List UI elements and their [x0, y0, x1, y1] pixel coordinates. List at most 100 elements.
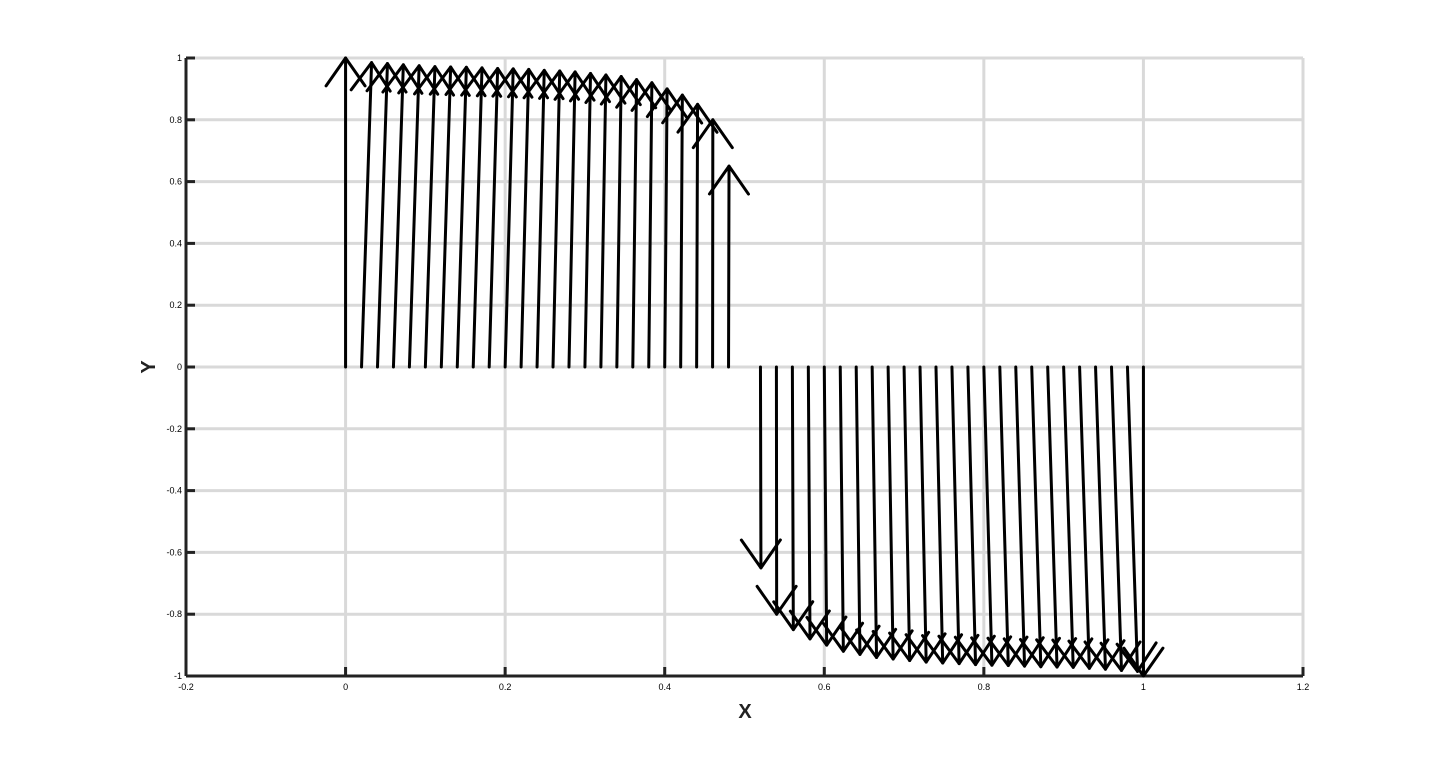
quiver-arrow [1067, 365, 1110, 670]
arrow-shaft [503, 67, 515, 369]
quiver-arrow [630, 81, 673, 369]
arrow-shaft [519, 67, 531, 369]
arrow-shaft [1094, 365, 1107, 671]
arrow-head [413, 65, 456, 97]
quiver-arrow [888, 365, 931, 663]
arrow-head [1018, 636, 1061, 669]
quiver-arrow [568, 71, 611, 369]
quiver-arrow [691, 118, 734, 369]
arrow-shaft [1110, 365, 1123, 672]
quiver-arrow [1083, 365, 1126, 671]
quiver-arrow [937, 365, 980, 666]
arrow-head [645, 87, 688, 119]
arrow-head [970, 635, 1013, 667]
arrow-shaft [1125, 365, 1140, 673]
vector-field [324, 56, 1165, 678]
arrow-head [553, 70, 596, 102]
arrow-shaft [663, 87, 669, 369]
arrow-head [755, 584, 798, 616]
quiver-arrow [553, 70, 596, 369]
arrow-shaft [695, 102, 700, 369]
arrow-head [584, 73, 627, 105]
arrow-head [324, 56, 367, 88]
y-tick-label: 0 [177, 362, 182, 372]
arrow-head [381, 63, 424, 95]
quiver-arrow [444, 65, 487, 369]
x-tick-label: 1 [1141, 682, 1146, 692]
arrow-shaft [1014, 365, 1027, 668]
arrow-shaft [567, 70, 577, 369]
y-tick-label: -1 [174, 671, 182, 681]
quiver-arrow [1122, 365, 1165, 678]
arrow-head [921, 633, 964, 665]
arrow-shaft [854, 365, 862, 656]
arrow-head [788, 609, 831, 641]
arrow-head [349, 61, 392, 93]
arrow-head [491, 67, 534, 99]
arrow-shaft [1062, 365, 1075, 669]
arrow-shaft [998, 365, 1010, 667]
arrow-head [599, 75, 642, 107]
arrow-head [522, 68, 565, 101]
arrow-shaft [838, 365, 845, 653]
arrow-shaft [455, 65, 468, 369]
arrow-head [475, 67, 518, 99]
quiver-arrow [397, 64, 440, 369]
arrow-head [1002, 636, 1045, 668]
quiver-arrow [365, 62, 408, 369]
arrow-shaft [375, 62, 389, 369]
y-tick-label: 1 [177, 53, 182, 63]
quiver-arrow [349, 61, 392, 369]
quiver-arrow [507, 67, 550, 369]
arrow-shaft [934, 365, 945, 665]
arrow-shaft [1046, 365, 1059, 669]
quiver-arrow [788, 365, 831, 641]
y-tick-label: 0.2 [169, 300, 182, 310]
y-tick-label: 0.4 [169, 238, 182, 248]
arrow-head [568, 71, 611, 104]
y-tick-label: -0.6 [166, 547, 182, 557]
quiver-arrow [428, 65, 471, 369]
grid [184, 56, 1305, 678]
arrow-shaft [1030, 365, 1043, 669]
arrow-shaft [950, 365, 961, 666]
x-tick-label: 0 [343, 682, 348, 692]
arrow-shaft [902, 365, 912, 663]
quiver-arrow [491, 67, 534, 369]
arrow-shaft [471, 66, 484, 369]
arrow-head [855, 627, 898, 659]
quiver-arrow [661, 93, 704, 369]
arrow-shaft [487, 67, 500, 369]
quiver-arrow [970, 365, 1013, 667]
arrow-shaft [647, 81, 654, 369]
arrow-shaft [886, 365, 895, 661]
arrow-shaft [407, 64, 421, 369]
arrow-shaft [966, 365, 978, 667]
arrow-shaft [391, 63, 405, 369]
x-tick-label: 1.2 [1297, 682, 1310, 692]
quiver-arrow [381, 63, 424, 369]
quiver-arrow [1115, 365, 1158, 673]
y-tick-label: -0.8 [166, 609, 182, 619]
arrow-head [428, 65, 471, 97]
quiver-arrow [645, 87, 688, 369]
arrow-head [1083, 639, 1126, 671]
quiver-arrow [1099, 365, 1142, 672]
arrow-head [507, 67, 550, 100]
quiver-arrow [413, 65, 456, 369]
arrow-shaft [599, 73, 608, 369]
arrow-head [1035, 637, 1078, 669]
quiver-arrow [772, 365, 815, 632]
arrow-shaft [360, 61, 374, 369]
arrow-shaft [790, 365, 795, 632]
arrow-head [460, 66, 503, 98]
arrow-head [904, 632, 947, 664]
arrow-head [937, 633, 980, 666]
arrow-head [691, 118, 734, 150]
x-tick-label: 0.8 [978, 682, 991, 692]
arrow-shaft [615, 75, 623, 369]
arrow-head [838, 624, 881, 656]
arrow-head [1051, 637, 1094, 669]
quiver-arrow [904, 365, 947, 664]
